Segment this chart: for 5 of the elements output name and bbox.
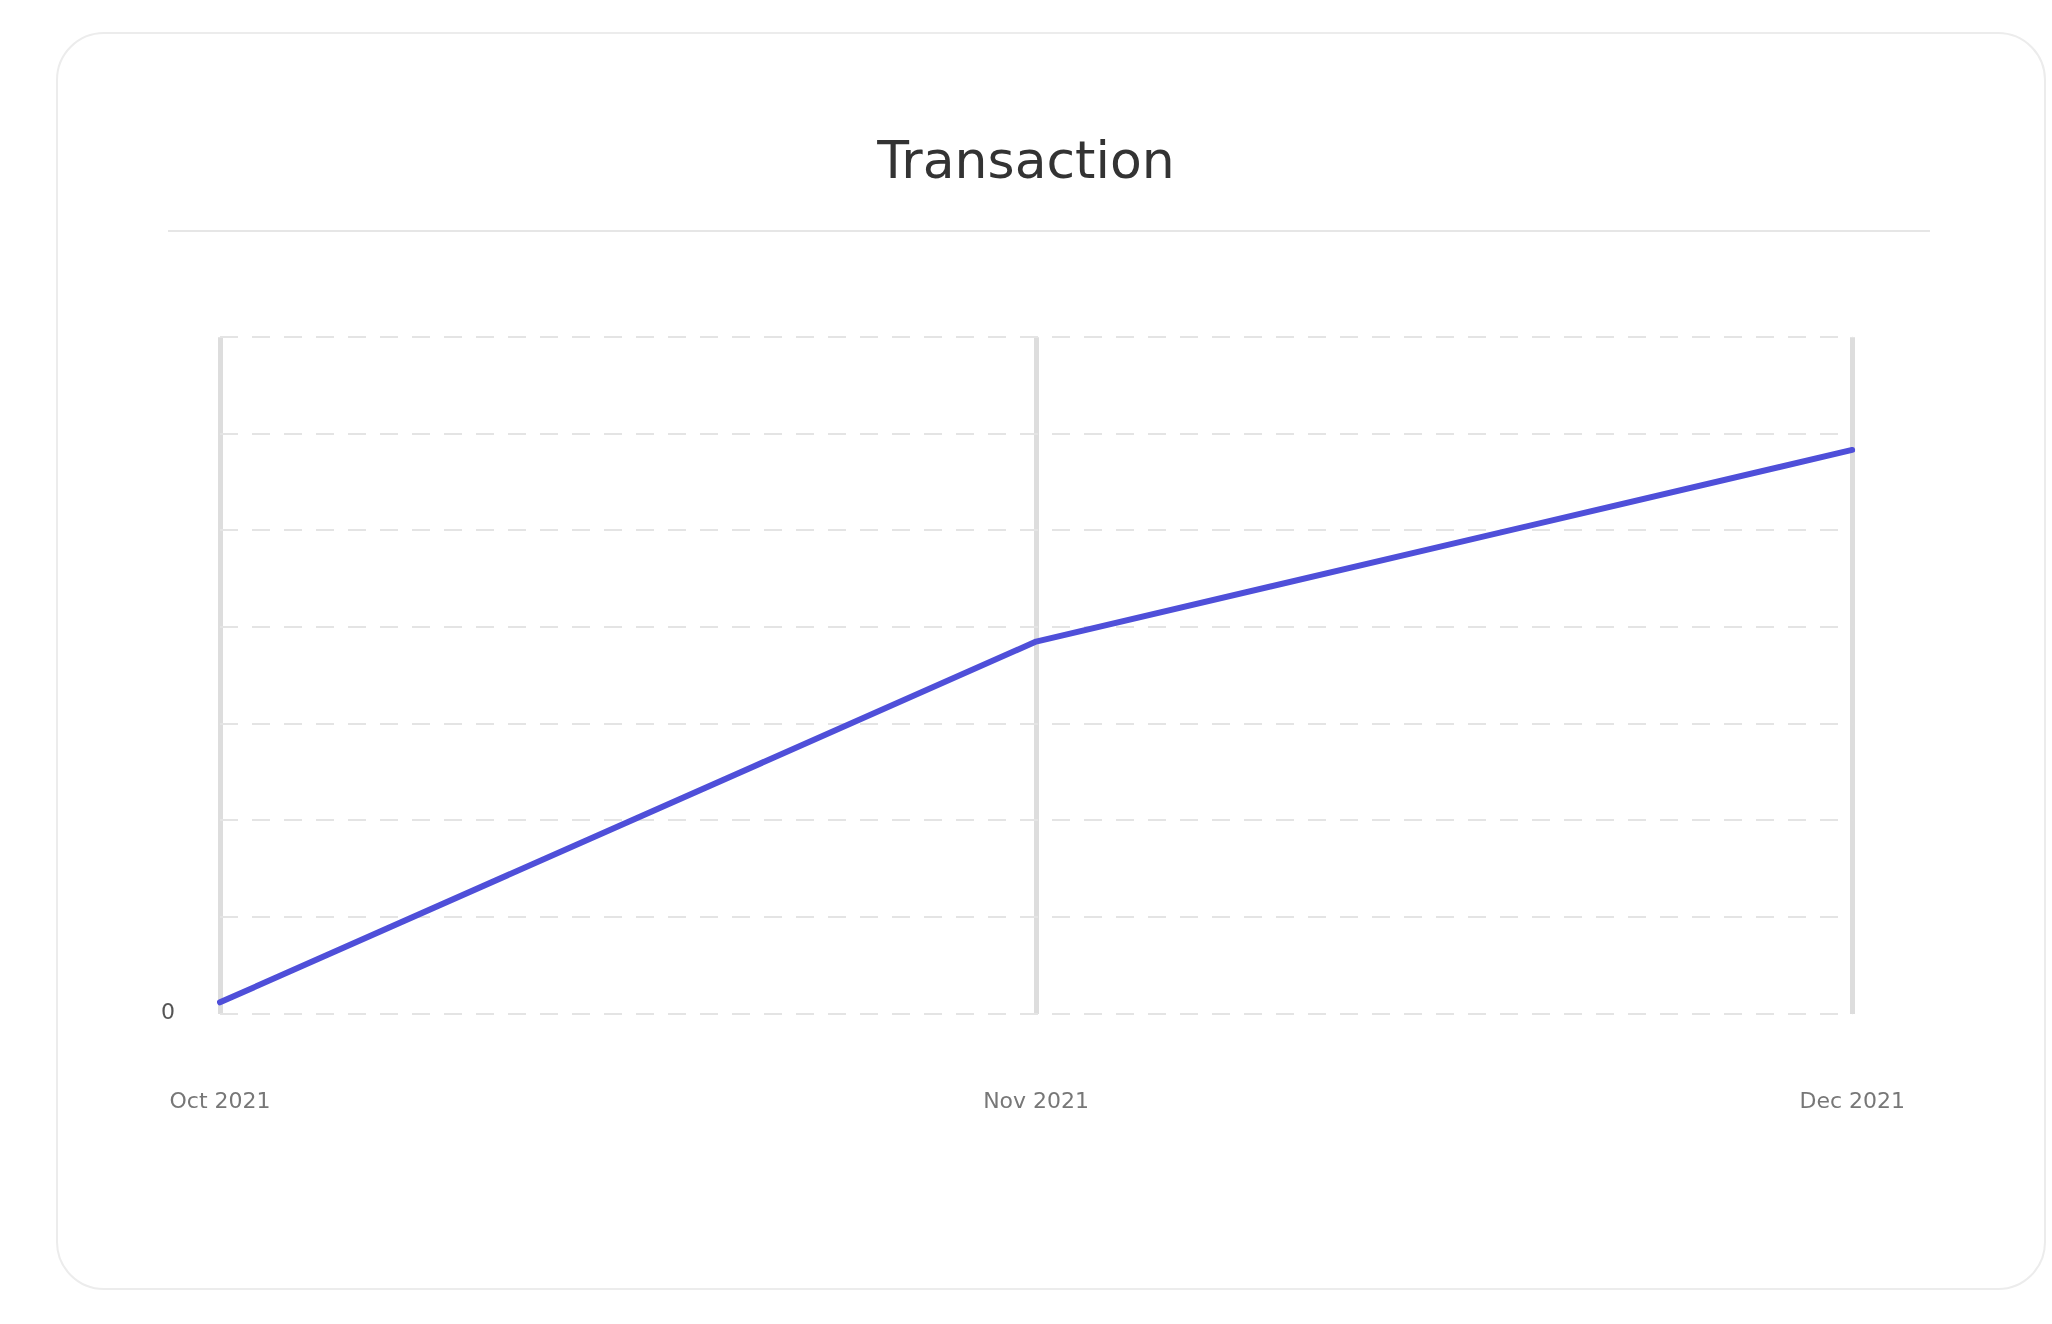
text: 0 (161, 999, 175, 1025)
x-tick-label: Oct 2021 (169, 1087, 271, 1113)
x-tick-label: Nov 2021 (983, 1087, 1090, 1113)
chart-title: Transaction (876, 130, 1176, 190)
x-tick-label: Dec 2021 (1799, 1087, 1905, 1113)
